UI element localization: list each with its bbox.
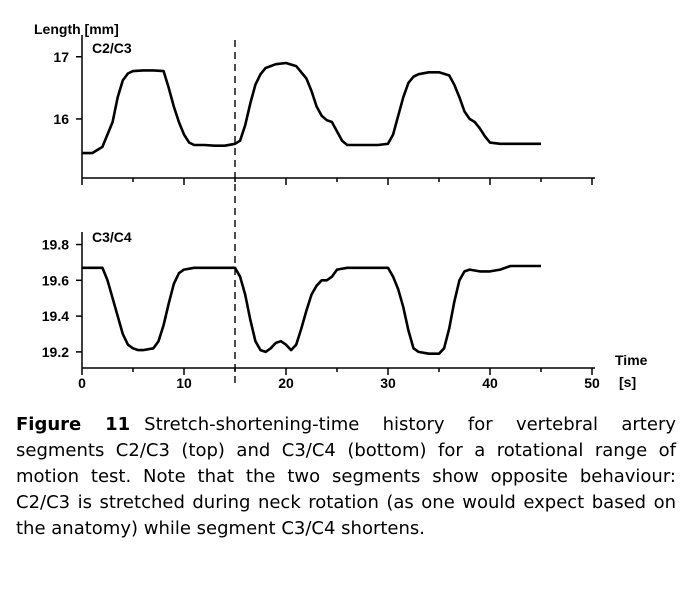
series-label-c2c3: C2/C3 (92, 40, 132, 56)
series-label-c3c4: C3/C4 (92, 229, 132, 245)
y-tick-label: 19.8 (42, 237, 69, 253)
caption-text: Stretch-shortening-time history for vert… (16, 414, 676, 539)
y-tick-label: 19.6 (42, 272, 69, 288)
y-tick-label: 17 (53, 49, 69, 65)
y-axis-label: Length [mm] (34, 21, 119, 37)
chart-panel-c3c4: C3/C4 0 10 20 30 40 50 19.219.419.619.8 Time … (42, 229, 648, 391)
y-tick-label: 16 (53, 111, 69, 127)
x-tick-label: 50 (584, 375, 600, 391)
y-tick-label: 19.4 (42, 308, 69, 324)
x-axis-label: Time (615, 352, 648, 368)
series-line-c3c4 (82, 264, 541, 355)
chart-panel-c2c3: Length [mm] C2/C3 16 17 (34, 21, 595, 185)
x-axis-unit: [s] (619, 374, 636, 390)
x-tick-label: 0 (78, 375, 86, 391)
y-tick-label: 19.2 (42, 344, 69, 360)
x-tick-label: 10 (176, 375, 192, 391)
figure-chart: Length [mm] C2/C3 16 17 C3/C4 0 10 20 30 40 50… (34, 21, 648, 391)
x-tick-label: 40 (482, 375, 498, 391)
x-tick-label: 30 (380, 375, 396, 391)
caption-label: Figure 11 (16, 414, 131, 435)
figure-caption: Figure 11 Stretch-shortening-time history… (16, 412, 676, 542)
series-line-c2c3 (82, 61, 541, 155)
x-tick-label: 20 (278, 375, 294, 391)
